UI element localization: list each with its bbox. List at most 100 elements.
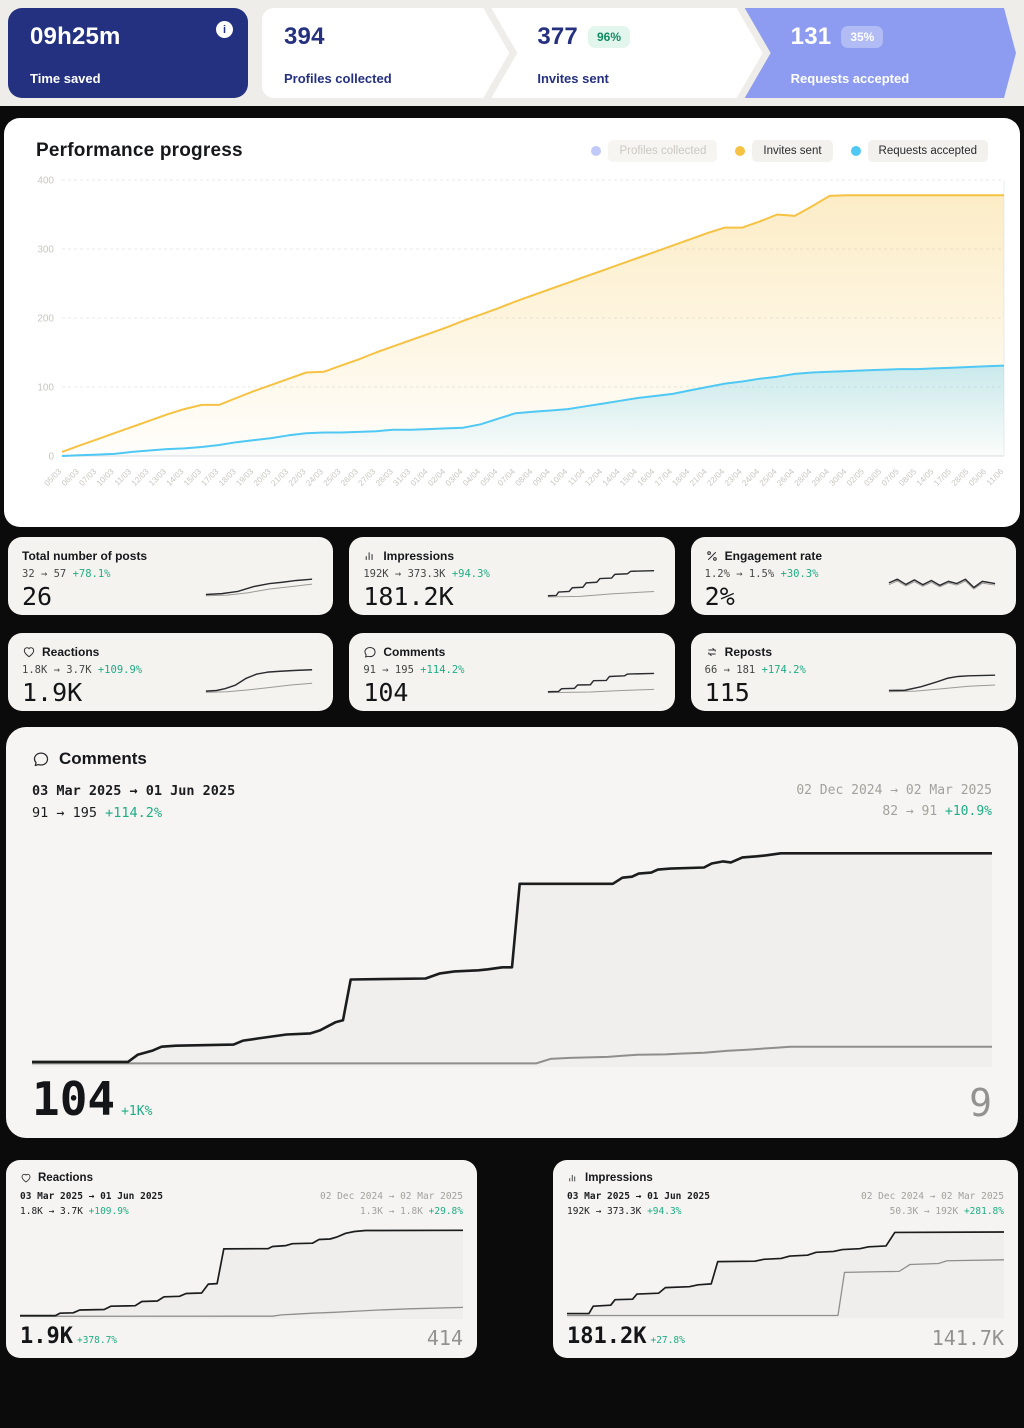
metric-card-posts[interactable]: Total number of posts 32 → 57 +78.1% 26 (8, 537, 334, 615)
svg-text:23/04: 23/04 (723, 467, 744, 488)
metric-value: 1.9K (22, 678, 83, 707)
funnel-label: Profiles collected (284, 71, 392, 86)
svg-text:200: 200 (37, 314, 54, 325)
svg-text:05/03: 05/03 (43, 467, 64, 488)
legend-label: Requests accepted (867, 140, 988, 162)
metric-value: 115 (704, 678, 750, 707)
breakdown-previous-total: 141.7K (931, 1326, 1004, 1350)
svg-text:100: 100 (37, 383, 54, 394)
breakdown-chart (567, 1231, 1005, 1317)
legend-item-profiles-collected[interactable]: Profiles collected (591, 140, 718, 162)
metric-title: Engagement rate (724, 549, 823, 563)
current-period-range: 03 Mar 2025 → 01 Jun 2025 (20, 1191, 163, 1202)
svg-text:28/05: 28/05 (950, 467, 971, 488)
svg-text:18/03: 18/03 (217, 467, 238, 488)
previous-period-change: 1.3K → 1.8K +29.8% (360, 1206, 463, 1217)
metric-sparkline (199, 660, 319, 701)
svg-text:28/04: 28/04 (793, 467, 814, 488)
svg-text:22/04: 22/04 (705, 467, 726, 488)
svg-text:13/03: 13/03 (147, 467, 168, 488)
breakdown-row: Reactions 03 Mar 2025 → 01 Jun 2025 1.8K →… (6, 1160, 1018, 1358)
svg-text:16/04: 16/04 (636, 467, 657, 488)
legend-dot-icon (591, 146, 602, 156)
metric-title: Reactions (42, 645, 100, 659)
metric-sparkline (199, 564, 319, 605)
metric-card-reactions[interactable]: Reactions 1.8K → 3.7K +109.9% 1.9K (8, 633, 334, 711)
metric-change: 32 → 57 +78.1% (22, 568, 111, 580)
metric-change-pct: +114.2% (420, 664, 465, 676)
metric-card-engagement[interactable]: Engagement rate 1.2% → 1.5% +30.3% 2% (690, 537, 1016, 615)
legend-item-invites-sent[interactable]: Invites sent (735, 140, 833, 162)
svg-text:12/04: 12/04 (583, 467, 604, 488)
comments-previous-total: 9 (969, 1081, 992, 1125)
legend-label: Profiles collected (608, 140, 718, 162)
performance-title: Performance progress (36, 140, 243, 161)
svg-text:14/05: 14/05 (915, 467, 936, 488)
metrics-grid: Total number of posts 32 → 57 +78.1% 26 Imp… (8, 537, 1016, 711)
breakdown-card-reactions[interactable]: Reactions 03 Mar 2025 → 01 Jun 2025 1.8K →… (6, 1160, 477, 1358)
legend-dot-icon (735, 146, 746, 156)
previous-period-range: 02 Dec 2024 → 02 Mar 2025 (796, 783, 992, 798)
svg-text:05/04: 05/04 (479, 467, 500, 488)
svg-text:26/04: 26/04 (775, 467, 796, 488)
previous-period-range: 02 Dec 2024 → 02 Mar 2025 (861, 1191, 1004, 1202)
breakdown-title: Impressions (585, 1172, 653, 1184)
performance-chart: 010020030040005/0306/0307/0310/0311/0312… (37, 176, 1006, 488)
metric-change-pct: +109.9% (97, 664, 143, 676)
breakdown-current-total: 1.9K (20, 1324, 73, 1349)
comments-chart (32, 852, 992, 1065)
svg-text:27/03: 27/03 (357, 467, 378, 488)
legend-item-requests-accepted[interactable]: Requests accepted (850, 140, 988, 162)
funnel-value: 394 (284, 23, 325, 50)
svg-text:24/04: 24/04 (740, 467, 761, 488)
comments-current-total: 104 (32, 1072, 116, 1126)
svg-text:04/04: 04/04 (461, 467, 482, 488)
funnel-value: 377 (537, 23, 578, 50)
svg-text:14/03: 14/03 (165, 467, 186, 488)
svg-text:15/03: 15/03 (182, 467, 203, 488)
funnel-card-invites-sent[interactable]: 377 96% Invites sent (491, 8, 762, 98)
chart-legend: Profiles collected Invites sent Requests a… (591, 140, 988, 162)
funnel-card-time-saved[interactable]: 09h25m Time saved i (8, 8, 248, 98)
svg-text:31/03: 31/03 (391, 467, 412, 488)
svg-text:07/05: 07/05 (880, 467, 901, 488)
comment-icon (363, 645, 377, 659)
svg-text:26/03: 26/03 (339, 467, 360, 488)
current-period-range: 03 Mar 2025 → 01 Jun 2025 (32, 783, 236, 799)
current-period-change: 192K → 373.3K +94.3% (567, 1206, 682, 1217)
metric-card-comments[interactable]: Comments 91 → 195 +114.2% 104 (349, 633, 675, 711)
metric-change: 91 → 195 +114.2% (363, 664, 465, 676)
breakdown-current-total: 181.2K (567, 1324, 647, 1349)
svg-text:08/04: 08/04 (514, 467, 535, 488)
svg-text:17/04: 17/04 (653, 467, 674, 488)
previous-period-pct: +281.8% (963, 1206, 1004, 1217)
metric-card-reposts[interactable]: Reposts 66 → 181 +174.2% 115 (690, 633, 1016, 711)
info-icon[interactable]: i (216, 21, 233, 38)
bars-icon (363, 549, 377, 563)
funnel-card-requests-accepted[interactable]: 131 35% Requests accepted (745, 8, 1016, 98)
current-period-pct: +114.2% (105, 805, 163, 821)
svg-text:25/04: 25/04 (758, 467, 779, 488)
svg-text:11/06: 11/06 (985, 467, 1006, 488)
metric-card-impressions[interactable]: Impressions 192K → 373.3K +94.3% 181.2K (349, 537, 675, 615)
comments-total-pct: +1K% (121, 1104, 153, 1119)
svg-text:14/04: 14/04 (601, 467, 622, 488)
svg-text:02/04: 02/04 (426, 467, 447, 488)
funnel-label: Time saved (30, 71, 101, 86)
current-period-change: 91 → 195 +114.2% (32, 805, 163, 821)
svg-text:20/03: 20/03 (252, 467, 273, 488)
legend-dot-icon (850, 146, 861, 156)
breakdown-card-impressions[interactable]: Impressions 03 Mar 2025 → 01 Jun 2025 192K… (553, 1160, 1018, 1358)
comments-panel-title: Comments (59, 749, 147, 768)
breakdown-total-pct: +27.8% (650, 1335, 685, 1346)
metric-title: Comments (383, 645, 446, 659)
svg-text:300: 300 (37, 245, 54, 256)
svg-text:10/03: 10/03 (95, 467, 116, 488)
funnel-card-profiles-collected[interactable]: 394 Profiles collected (262, 8, 509, 98)
svg-text:06/03: 06/03 (60, 467, 81, 488)
repeat-icon (705, 645, 719, 659)
funnel-badge: 96% (588, 26, 630, 48)
svg-text:11/04: 11/04 (566, 467, 587, 488)
funnel-value: 09h25m (30, 23, 121, 50)
previous-period-change: 82 → 91 +10.9% (882, 804, 992, 819)
